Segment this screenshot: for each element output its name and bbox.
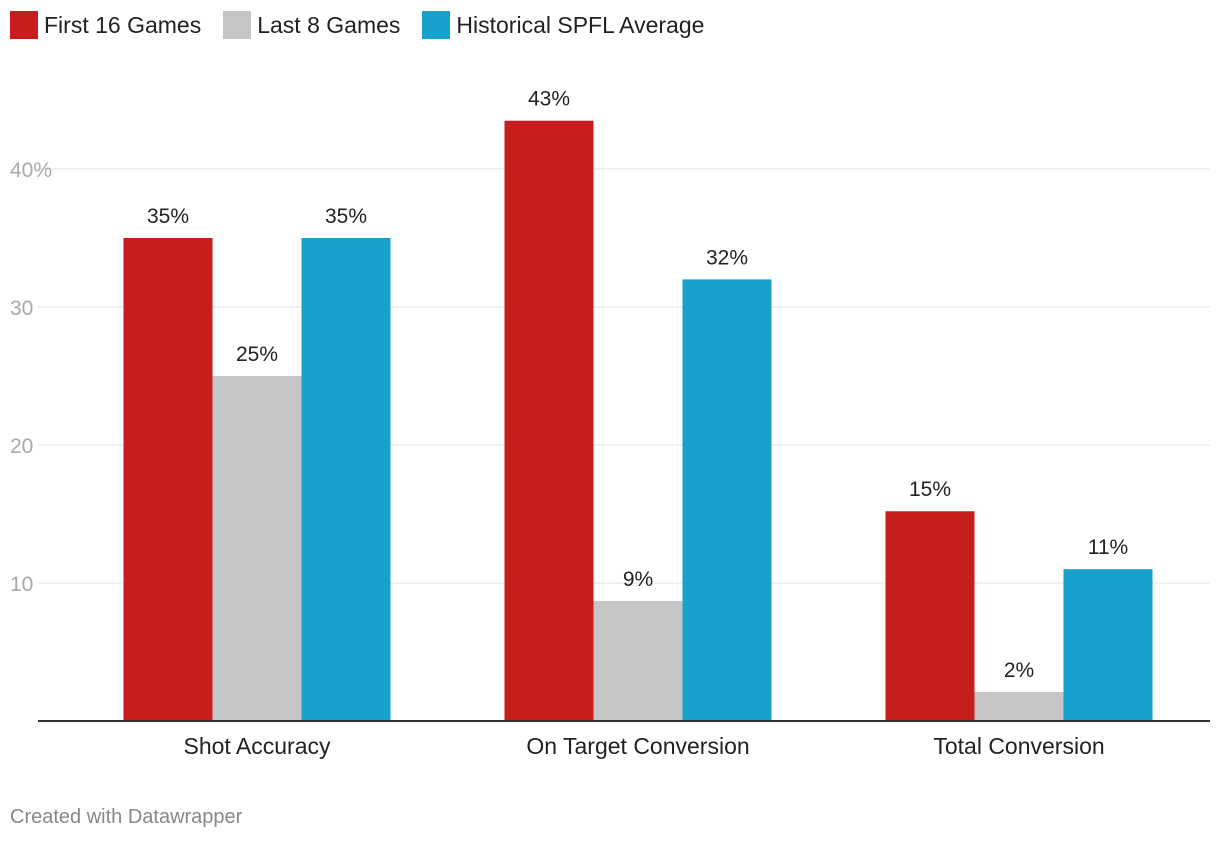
- y-tick-label-10: 10: [10, 573, 33, 596]
- data-label-on-target-conversion-first-16-games: 43%: [528, 88, 570, 111]
- legend-item-last-8-games: Last 8 Games: [223, 11, 400, 39]
- bar-total-conversion-last-8-games: [974, 692, 1064, 721]
- footer-credit: Created with Datawrapper: [10, 806, 243, 828]
- bar-on-target-conversion-historical-spfl-average: [682, 279, 772, 721]
- y-tick-label-30: 30: [10, 297, 33, 320]
- y-tick-label-20: 20: [10, 435, 33, 458]
- bar-shot-accuracy-historical-spfl-average: [301, 238, 391, 721]
- y-axis: 10 20 30 40%: [10, 159, 52, 596]
- bar-shot-accuracy-first-16-games: [123, 238, 213, 721]
- x-tick-label-total-conversion: Total Conversion: [933, 733, 1104, 759]
- data-label-total-conversion-first-16-games: 15%: [909, 478, 951, 501]
- legend-item-first-16-games: First 16 Games: [10, 11, 201, 39]
- legend: First 16 Games Last 8 Games Historical S…: [10, 11, 704, 39]
- data-label-shot-accuracy-first-16-games: 35%: [147, 205, 189, 228]
- data-label-shot-accuracy-last-8-games: 25%: [236, 343, 278, 366]
- bar-total-conversion-first-16-games: [885, 511, 975, 721]
- data-label-on-target-conversion-last-8-games: 9%: [623, 568, 653, 591]
- legend-swatch-historical-spfl-average: [422, 11, 451, 39]
- data-label-total-conversion-last-8-games: 2%: [1004, 659, 1034, 682]
- legend-label-historical-spfl-average: Historical SPFL Average: [456, 11, 705, 38]
- bar-total-conversion-historical-spfl-average: [1063, 569, 1153, 721]
- legend-swatch-first-16-games: [10, 11, 38, 39]
- y-tick-label-40: 40%: [10, 159, 52, 182]
- data-label-total-conversion-historical-spfl-average: 11%: [1088, 536, 1128, 559]
- bar-shot-accuracy-last-8-games: [212, 376, 302, 721]
- x-tick-label-shot-accuracy: Shot Accuracy: [183, 733, 331, 759]
- data-label-on-target-conversion-historical-spfl-average: 32%: [706, 246, 748, 269]
- legend-label-first-16-games: First 16 Games: [44, 11, 202, 38]
- data-labels: 35% 25% 35% 43% 9% 32% 15% 2% 11%: [147, 88, 1128, 682]
- legend-label-last-8-games: Last 8 Games: [257, 11, 401, 38]
- data-label-shot-accuracy-historical-spfl-average: 35%: [325, 205, 367, 228]
- legend-item-historical-spfl-average: Historical SPFL Average: [422, 11, 704, 39]
- x-tick-label-on-target-conversion: On Target Conversion: [526, 733, 749, 759]
- bar-on-target-conversion-first-16-games: [504, 120, 594, 721]
- legend-swatch-last-8-games: [223, 11, 252, 39]
- bars: [123, 120, 1153, 721]
- bar-on-target-conversion-last-8-games: [593, 600, 683, 721]
- x-axis: Shot Accuracy On Target Conversion Total C…: [38, 720, 1210, 759]
